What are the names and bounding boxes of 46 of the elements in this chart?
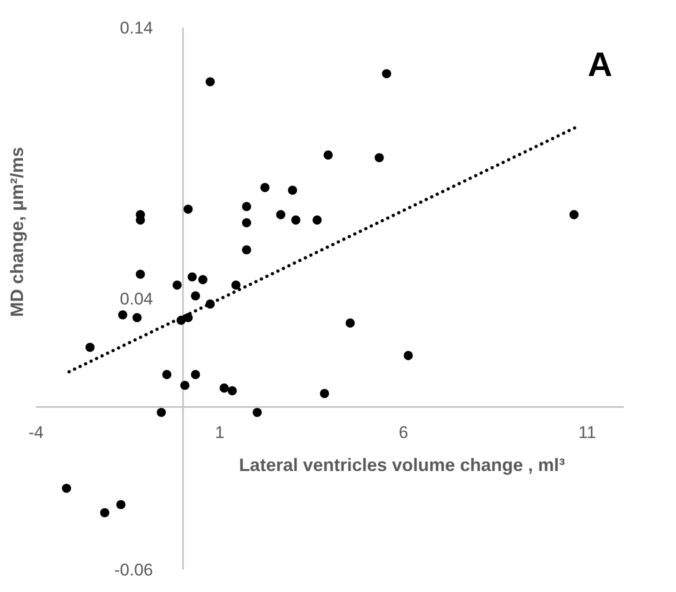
annotation: A <box>588 46 612 84</box>
point <box>62 484 72 493</box>
y-tick-label: -0.06 <box>114 560 153 580</box>
point <box>118 310 128 320</box>
point <box>228 386 237 396</box>
point <box>242 245 252 254</box>
point <box>252 408 262 418</box>
point <box>85 342 95 352</box>
point <box>374 153 384 162</box>
point <box>190 370 200 380</box>
x-tick-label: 1 <box>215 423 224 442</box>
point <box>190 291 200 300</box>
point <box>320 388 330 398</box>
point <box>100 508 110 518</box>
point <box>312 215 322 225</box>
point <box>220 383 229 393</box>
point <box>156 408 166 418</box>
x-tick-label: -4 <box>28 423 44 442</box>
point <box>188 272 197 282</box>
point <box>382 69 392 78</box>
point <box>242 202 252 212</box>
point <box>324 150 333 160</box>
point <box>260 182 270 192</box>
point <box>132 312 142 322</box>
point <box>404 350 413 360</box>
point <box>242 218 252 228</box>
x-axis-title: Lateral ventricles volume change , ml³ <box>238 455 566 475</box>
y-tick-label: 0.04 <box>120 290 153 309</box>
point <box>180 380 190 390</box>
y-axis-title: MD change, μm²/ms <box>7 146 27 318</box>
point <box>291 215 300 225</box>
point <box>346 318 355 328</box>
x-tick-label: 11 <box>578 423 596 442</box>
point <box>198 275 208 284</box>
point <box>206 77 215 86</box>
point <box>276 210 286 220</box>
point <box>569 210 579 220</box>
y-tick-label: 0.14 <box>120 18 153 38</box>
point <box>184 204 193 214</box>
point <box>136 270 145 279</box>
point <box>172 280 182 290</box>
point <box>231 280 241 290</box>
point <box>288 186 298 195</box>
point <box>162 370 172 380</box>
point <box>116 500 126 510</box>
x-tick-label: 6 <box>398 423 408 442</box>
